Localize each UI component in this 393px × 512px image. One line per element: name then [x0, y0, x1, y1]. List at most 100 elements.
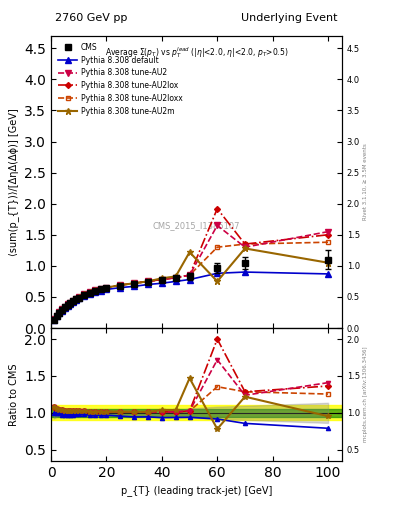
Pythia 8.308 tune-AU2m — [93, 287, 98, 293]
Bar — [51, 409, 342, 417]
Pythia 8.308 tune-AU2m — [118, 282, 123, 288]
Pythia 8.308 tune-AU2loxx — [118, 282, 123, 288]
Pythia 8.308 tune-AU2lox — [76, 294, 81, 300]
Pythia 8.308 tune-AU2loxx — [104, 285, 109, 291]
Pythia 8.308 tune-AU2loxx — [82, 291, 87, 297]
Text: Average $\Sigma(p_T)$ vs $p_T^{lead}$ ($|\eta|$<2.0, $\eta|$<2.0, $p_T$>0.5): Average $\Sigma(p_T)$ vs $p_T^{lead}$ ($… — [105, 45, 288, 59]
Pythia 8.308 default — [54, 313, 59, 319]
Pythia 8.308 tune-AU2 — [73, 296, 78, 302]
Pythia 8.308 tune-AU2 — [326, 228, 331, 234]
Line: Pythia 8.308 tune-AU2: Pythia 8.308 tune-AU2 — [51, 223, 331, 322]
Pythia 8.308 tune-AU2lox — [173, 274, 178, 281]
Pythia 8.308 tune-AU2loxx — [187, 272, 192, 278]
Pythia 8.308 default — [215, 270, 220, 276]
Pythia 8.308 default — [57, 310, 62, 316]
Pythia 8.308 tune-AU2 — [68, 300, 73, 306]
Pythia 8.308 tune-AU2loxx — [51, 316, 56, 323]
Pythia 8.308 tune-AU2lox — [242, 241, 247, 247]
Pythia 8.308 default — [146, 282, 151, 288]
Pythia 8.308 tune-AU2lox — [93, 287, 98, 293]
Pythia 8.308 default — [71, 299, 75, 305]
Pythia 8.308 tune-AU2lox — [68, 300, 73, 306]
Pythia 8.308 tune-AU2 — [104, 285, 109, 291]
Pythia 8.308 tune-AU2loxx — [132, 280, 136, 286]
Text: Rivet 3.1.10, ≥ 3.5M events: Rivet 3.1.10, ≥ 3.5M events — [363, 143, 368, 220]
Pythia 8.308 tune-AU2lox — [118, 282, 123, 288]
Pythia 8.308 tune-AU2m — [99, 286, 103, 292]
Pythia 8.308 tune-AU2 — [132, 280, 136, 286]
Pythia 8.308 default — [118, 285, 123, 291]
Pythia 8.308 tune-AU2 — [82, 291, 87, 297]
Line: Pythia 8.308 tune-AU2m: Pythia 8.308 tune-AU2m — [50, 245, 332, 323]
Pythia 8.308 tune-AU2loxx — [57, 309, 62, 315]
Pythia 8.308 tune-AU2loxx — [88, 289, 92, 295]
Pythia 8.308 tune-AU2lox — [57, 309, 62, 315]
Pythia 8.308 tune-AU2 — [173, 274, 178, 281]
Line: Pythia 8.308 tune-AU2lox: Pythia 8.308 tune-AU2lox — [52, 206, 330, 322]
Pythia 8.308 default — [187, 276, 192, 283]
Pythia 8.308 tune-AU2loxx — [71, 297, 75, 304]
Pythia 8.308 tune-AU2lox — [73, 296, 78, 302]
Pythia 8.308 tune-AU2lox — [51, 316, 56, 323]
Pythia 8.308 tune-AU2 — [160, 276, 164, 283]
Pythia 8.308 default — [99, 288, 103, 294]
Pythia 8.308 tune-AU2m — [160, 275, 164, 281]
Pythia 8.308 tune-AU2lox — [71, 297, 75, 304]
Pythia 8.308 tune-AU2lox — [88, 289, 92, 295]
Pythia 8.308 tune-AU2m — [65, 301, 70, 307]
Pythia 8.308 tune-AU2loxx — [65, 301, 70, 307]
Pythia 8.308 default — [88, 291, 92, 297]
Pythia 8.308 tune-AU2 — [187, 272, 192, 278]
Pythia 8.308 tune-AU2loxx — [62, 304, 67, 310]
Y-axis label: ⟨sum(p_{T})⟩/[ΔηΔ(Δϕ)] [GeV]: ⟨sum(p_{T})⟩/[ΔηΔ(Δϕ)] [GeV] — [8, 108, 19, 256]
Pythia 8.308 tune-AU2lox — [82, 291, 87, 297]
Pythia 8.308 tune-AU2loxx — [73, 296, 78, 302]
Pythia 8.308 tune-AU2loxx — [215, 244, 220, 250]
Pythia 8.308 tune-AU2m — [82, 291, 87, 297]
Pythia 8.308 tune-AU2m — [242, 245, 247, 251]
Pythia 8.308 tune-AU2 — [215, 222, 220, 228]
Pythia 8.308 tune-AU2m — [326, 260, 331, 266]
Pythia 8.308 tune-AU2lox — [146, 279, 151, 285]
Pythia 8.308 default — [326, 271, 331, 277]
Pythia 8.308 tune-AU2lox — [99, 286, 103, 292]
Pythia 8.308 default — [173, 279, 178, 285]
Pythia 8.308 tune-AU2loxx — [146, 279, 151, 285]
Pythia 8.308 default — [60, 308, 64, 314]
Pythia 8.308 tune-AU2 — [57, 309, 62, 315]
Pythia 8.308 tune-AU2lox — [160, 276, 164, 283]
Pythia 8.308 tune-AU2loxx — [60, 306, 64, 312]
Pythia 8.308 tune-AU2loxx — [173, 274, 178, 281]
Pythia 8.308 default — [82, 292, 87, 298]
Line: Pythia 8.308 tune-AU2loxx: Pythia 8.308 tune-AU2loxx — [52, 240, 330, 322]
Pythia 8.308 tune-AU2loxx — [242, 241, 247, 247]
Text: 2760 GeV pp: 2760 GeV pp — [55, 13, 127, 23]
X-axis label: p_{T} (leading track-jet) [GeV]: p_{T} (leading track-jet) [GeV] — [121, 485, 272, 496]
Pythia 8.308 tune-AU2lox — [104, 285, 109, 291]
Pythia 8.308 tune-AU2 — [242, 244, 247, 250]
Pythia 8.308 tune-AU2m — [71, 297, 75, 304]
Pythia 8.308 tune-AU2 — [62, 304, 67, 310]
Pythia 8.308 tune-AU2loxx — [93, 287, 98, 293]
Pythia 8.308 tune-AU2 — [65, 301, 70, 307]
Text: CMS_2015_I1385107: CMS_2015_I1385107 — [153, 221, 240, 230]
Legend: CMS, Pythia 8.308 default, Pythia 8.308 tune-AU2, Pythia 8.308 tune-AU2lox, Pyth: CMS, Pythia 8.308 default, Pythia 8.308 … — [55, 39, 185, 119]
Pythia 8.308 tune-AU2m — [173, 273, 178, 280]
Pythia 8.308 tune-AU2lox — [326, 232, 331, 238]
Pythia 8.308 default — [65, 303, 70, 309]
Pythia 8.308 tune-AU2 — [93, 287, 98, 293]
Pythia 8.308 tune-AU2m — [73, 296, 78, 302]
Pythia 8.308 default — [160, 280, 164, 286]
Pythia 8.308 tune-AU2loxx — [160, 276, 164, 283]
Pythia 8.308 tune-AU2m — [60, 306, 64, 312]
Pythia 8.308 tune-AU2m — [146, 279, 151, 285]
Pythia 8.308 tune-AU2 — [146, 279, 151, 285]
Pythia 8.308 tune-AU2loxx — [54, 312, 59, 318]
Pythia 8.308 tune-AU2 — [99, 286, 103, 292]
Pythia 8.308 tune-AU2 — [54, 312, 59, 318]
Text: Underlying Event: Underlying Event — [241, 13, 338, 23]
Pythia 8.308 tune-AU2m — [68, 300, 73, 306]
Pythia 8.308 default — [68, 301, 73, 307]
Pythia 8.308 tune-AU2loxx — [76, 294, 81, 300]
Pythia 8.308 tune-AU2loxx — [326, 239, 331, 245]
